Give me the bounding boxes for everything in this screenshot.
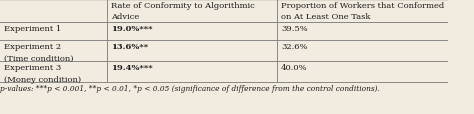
Text: 19.0%***: 19.0%*** (111, 25, 153, 33)
Text: (Money condition): (Money condition) (4, 75, 81, 83)
Text: Proportion of Workers that Conformed: Proportion of Workers that Conformed (281, 2, 444, 10)
Text: (Time condition): (Time condition) (4, 54, 73, 62)
Text: on At Least One Task: on At Least One Task (281, 13, 371, 21)
Text: 40.0%: 40.0% (281, 64, 308, 72)
Text: 19.4%***: 19.4%*** (111, 64, 153, 72)
Text: Advice: Advice (111, 13, 139, 21)
Text: 32.6%: 32.6% (281, 43, 308, 51)
Text: Experiment 2: Experiment 2 (4, 43, 61, 51)
Text: p-values: ***p < 0.001, **p < 0.01, *p < 0.05 (significance of difference from t: p-values: ***p < 0.001, **p < 0.01, *p <… (0, 84, 380, 92)
Text: Experiment 3: Experiment 3 (4, 64, 61, 72)
Text: Rate of Conformity to Algorithmic: Rate of Conformity to Algorithmic (111, 2, 255, 10)
Text: 13.6%**: 13.6%** (111, 43, 148, 51)
Text: 39.5%: 39.5% (281, 25, 308, 33)
Text: Experiment 1: Experiment 1 (4, 25, 61, 33)
